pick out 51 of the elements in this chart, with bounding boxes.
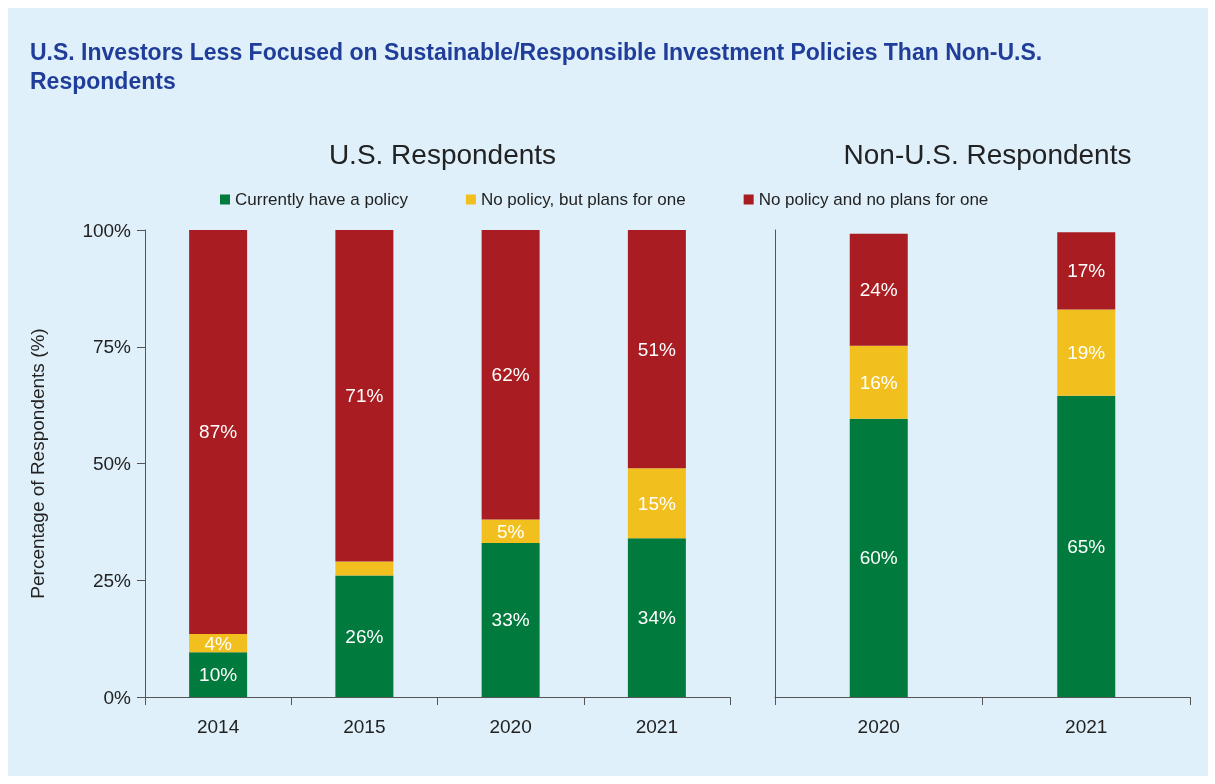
bar xyxy=(627,538,686,697)
x-tick-label: 2015 xyxy=(343,716,386,737)
data-label: 71% xyxy=(345,385,384,407)
data-label: 60% xyxy=(859,547,898,569)
chart-title: Non-U.S. Respondents xyxy=(843,138,1132,170)
data-label: 16% xyxy=(859,371,898,393)
bar xyxy=(1057,395,1116,697)
bar xyxy=(189,652,248,697)
x-tick-label: 2021 xyxy=(635,716,679,737)
x-tick-label: 2014 xyxy=(196,716,240,737)
bar xyxy=(627,230,686,469)
bar xyxy=(1057,232,1116,310)
data-label: 51% xyxy=(637,338,676,360)
bar xyxy=(627,468,686,539)
data-label: 10% xyxy=(199,664,238,686)
data-label: 19% xyxy=(1067,342,1106,364)
data-label: 17% xyxy=(1067,260,1106,282)
bar xyxy=(1057,309,1116,396)
y-tick-label: 0% xyxy=(103,686,132,708)
legend-label: Currently have a policy xyxy=(235,190,409,209)
y-tick-label: 100% xyxy=(82,219,132,241)
chart-title: U.S. Investors Less Focused on Sustainable/Responsible Investment Policies Than Non-U.S. Respondents xyxy=(30,38,1044,96)
bar xyxy=(481,542,540,697)
bar xyxy=(849,345,908,419)
y-axis-title: Percentage of Respondents (%) xyxy=(27,328,48,599)
data-label: 33% xyxy=(491,609,530,631)
data-label: 65% xyxy=(1067,535,1106,557)
data-label: 24% xyxy=(859,279,898,301)
y-tick-label: 75% xyxy=(92,336,132,358)
x-tick-label: 2021 xyxy=(1065,716,1108,737)
bar xyxy=(189,230,248,634)
data-label: 87% xyxy=(199,421,238,443)
legend-label: No policy and no plans for one xyxy=(758,190,989,209)
x-tick-label: 2020 xyxy=(489,716,532,737)
data-label: 5% xyxy=(496,520,525,542)
data-label: 15% xyxy=(637,492,676,514)
bar xyxy=(849,233,908,346)
data-label: 34% xyxy=(637,607,676,629)
chart-subtitle: U.S. Respondents xyxy=(328,138,557,170)
bar xyxy=(481,230,540,520)
data-label: 62% xyxy=(491,364,530,386)
legend-label: No policy, but plans for one xyxy=(480,190,686,209)
bar xyxy=(335,230,394,562)
y-tick-label: 25% xyxy=(92,569,132,591)
x-tick-label: 2020 xyxy=(857,716,900,737)
bar xyxy=(335,575,394,697)
bar xyxy=(849,418,908,697)
y-tick-label: 50% xyxy=(92,453,132,474)
bar xyxy=(335,561,394,576)
data-label: 4% xyxy=(204,632,232,654)
data-label: 26% xyxy=(345,625,384,647)
